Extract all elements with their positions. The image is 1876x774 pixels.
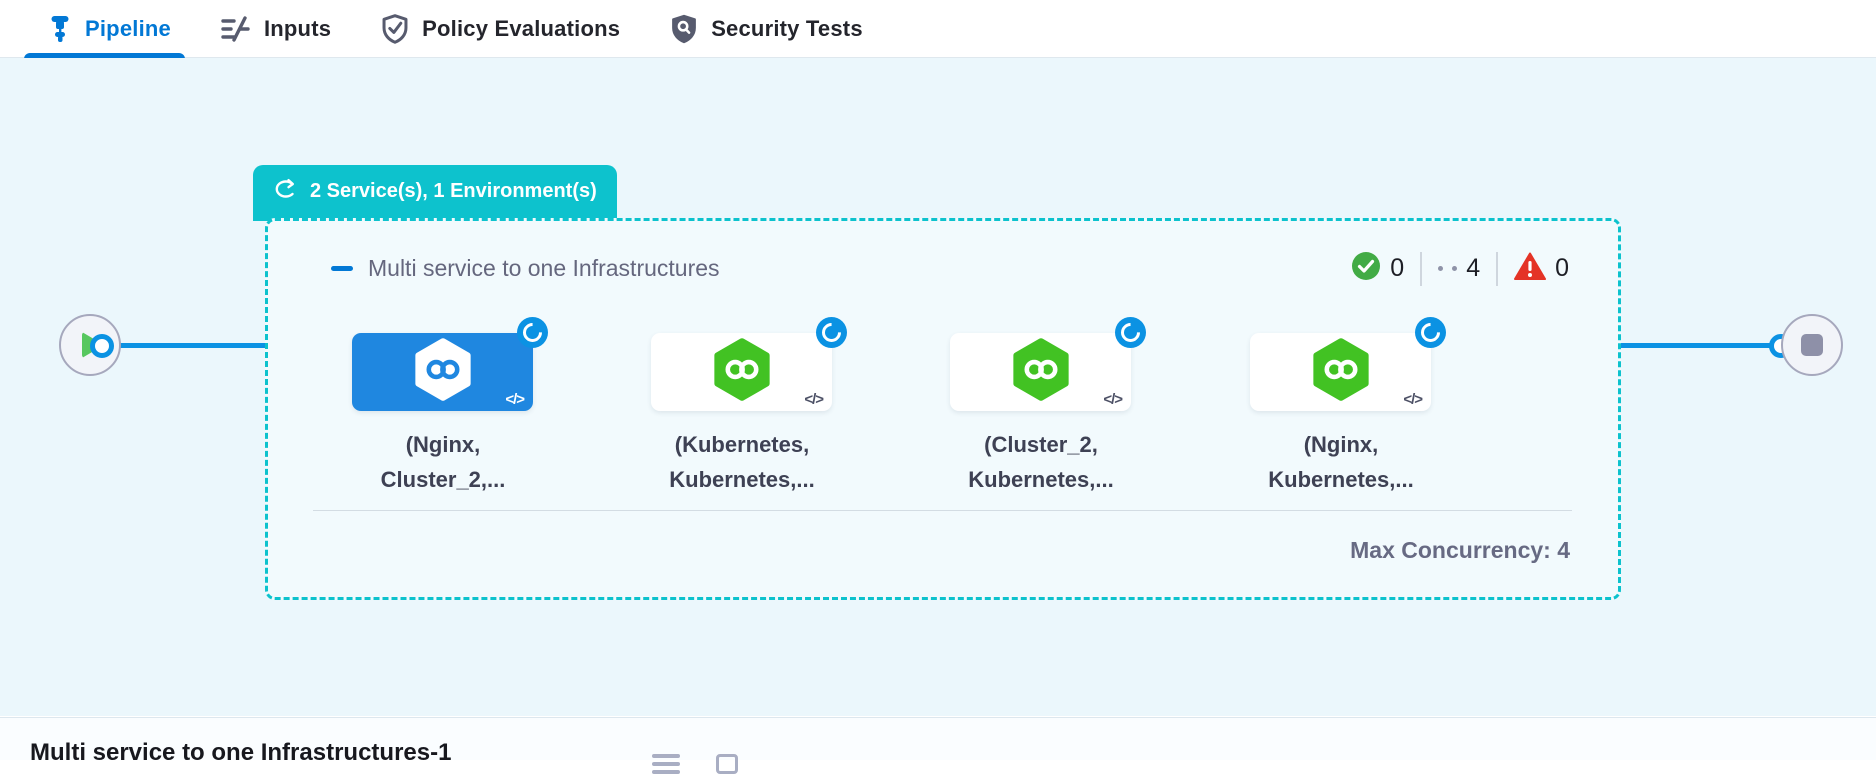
warning-triangle-icon [1514, 252, 1547, 286]
stage-card-2-label[interactable]: (Kubernetes, Kubernetes,... [669, 432, 815, 492]
running-spinner-badge[interactable] [1415, 317, 1446, 348]
tab-policy-evaluations[interactable]: Policy Evaluations [381, 0, 620, 58]
pipeline-studio-tabbar: Pipeline Inputs Policy Evaluations [0, 0, 1876, 59]
stage-status-summary: 0 4 0 [1351, 251, 1569, 286]
stage-card-4-label[interactable]: (Nginx, Kubernetes,... [1268, 432, 1414, 492]
tab-pipeline-label: Pipeline [85, 15, 171, 41]
security-shield-icon [670, 14, 698, 44]
tab-security-tests-label: Security Tests [711, 15, 863, 41]
code-template-icon: </> [1103, 391, 1123, 408]
stage-details-section: Multi service to one Infrastructures-1 [0, 717, 1876, 774]
running-spinner-badge[interactable] [816, 317, 847, 348]
collapse-group-button[interactable] [330, 257, 354, 281]
code-template-icon: </> [505, 391, 525, 408]
stage-group-header: Multi service to one Infrastructures 0 4 [330, 251, 1569, 286]
running-spinner-badge[interactable] [517, 317, 548, 348]
status-divider [1420, 251, 1423, 286]
stage-card-1-label[interactable]: (Nginx, Cluster_2,... [380, 432, 506, 492]
code-template-icon: </> [1403, 391, 1423, 408]
tab-policy-evaluations-label: Policy Evaluations [422, 15, 621, 41]
matrix-stage-group[interactable]: Multi service to one Infrastructures 0 4 [265, 218, 1621, 600]
running-spinner-badge[interactable] [1115, 317, 1146, 348]
loop-icon [271, 177, 298, 206]
stage-details-title: Multi service to one Infrastructures-1 [30, 739, 452, 766]
square-icon[interactable] [716, 754, 738, 774]
pipeline-canvas[interactable]: 2 Service(s), 1 Environment(s) Multi ser… [0, 58, 1876, 716]
pipeline-icon [48, 15, 72, 42]
harness-hexagon-icon [1012, 338, 1070, 407]
pipeline-connector-line-right [1618, 343, 1782, 348]
max-concurrency-label: Max Concurrency: 4 [1350, 537, 1570, 563]
stage-card-3-label[interactable]: (Cluster_2, Kubernetes,... [968, 432, 1114, 492]
tab-pipeline[interactable]: Pipeline [24, 0, 185, 59]
bars-icon[interactable] [652, 754, 680, 774]
stage-card-3[interactable]: </> [950, 317, 1146, 411]
stop-icon [1801, 334, 1823, 356]
services-environments-badge[interactable]: 2 Service(s), 1 Environment(s) [253, 165, 617, 221]
stage-card-2[interactable]: </> [651, 317, 847, 411]
failed-count: 0 [1555, 254, 1569, 282]
tab-security-tests[interactable]: Security Tests [670, 0, 863, 58]
success-count: 0 [1390, 254, 1405, 282]
harness-hexagon-icon [414, 338, 472, 407]
pipeline-end-node[interactable] [1781, 314, 1843, 376]
services-environments-label: 2 Service(s), 1 Environment(s) [310, 180, 597, 202]
stage-card-1[interactable]: </> [352, 317, 548, 411]
group-divider [313, 510, 1572, 511]
check-circle-icon [1351, 251, 1381, 286]
stage-group-title: Multi service to one Infrastructures [368, 255, 720, 281]
harness-hexagon-icon [713, 338, 771, 407]
dots-icon [1438, 266, 1458, 271]
status-divider [1496, 251, 1499, 286]
stage-card-4[interactable]: </> [1250, 317, 1446, 411]
code-template-icon: </> [804, 391, 824, 408]
harness-hexagon-icon [1312, 338, 1370, 407]
tab-inputs[interactable]: Inputs [221, 0, 331, 58]
active-tab-underline [24, 52, 185, 59]
pipeline-connector-line-left [101, 343, 273, 348]
tab-inputs-label: Inputs [263, 15, 332, 41]
link-port-left[interactable] [90, 334, 114, 358]
policy-shield-icon [381, 13, 409, 44]
minus-icon [331, 266, 353, 271]
pending-count: 4 [1466, 254, 1481, 282]
inputs-icon [221, 15, 251, 42]
